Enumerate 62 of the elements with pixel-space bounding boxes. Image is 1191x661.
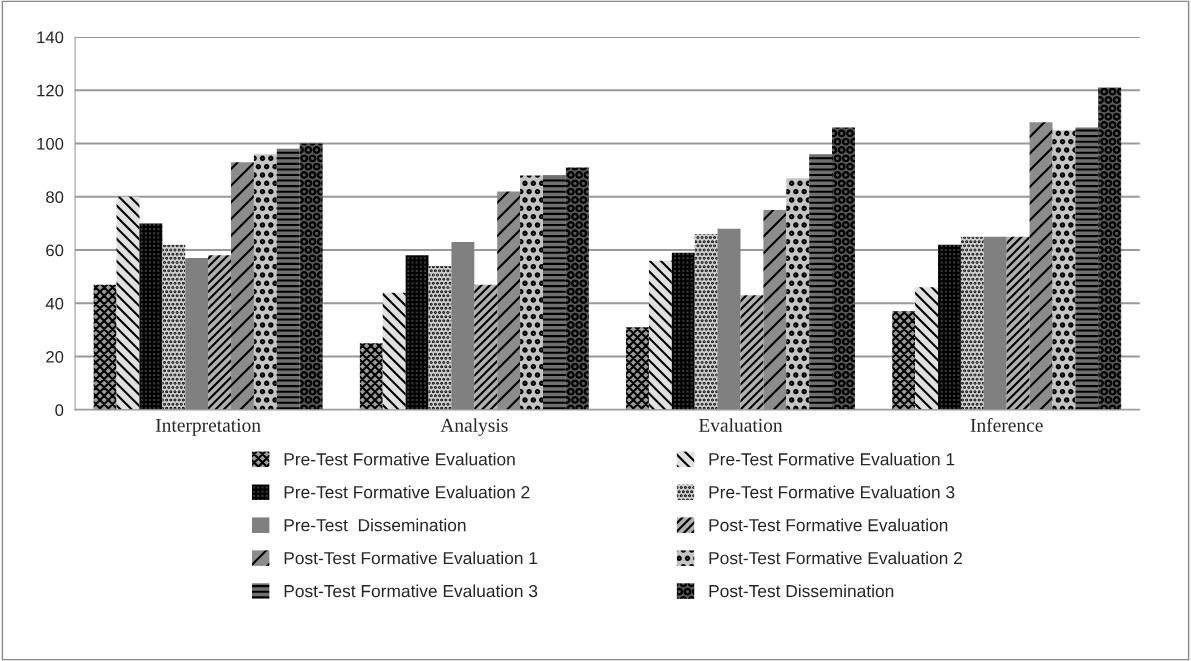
bar: [116, 196, 140, 410]
bar: [694, 234, 718, 410]
y-tick-label: 100: [37, 137, 64, 150]
legend-label: Post-Test Dissemination: [709, 584, 894, 598]
bar: [983, 236, 1007, 410]
bar: [809, 154, 833, 410]
bar: [1075, 127, 1099, 410]
x-tick-label: Evaluation: [698, 418, 783, 432]
y-tick-label: 0: [55, 404, 64, 417]
legend-label: Post-Test Formative Evaluation: [709, 518, 948, 532]
legend-label: Pre-Test Formative Evaluation 1: [709, 452, 955, 466]
bar: [382, 292, 406, 410]
bar: [276, 148, 300, 410]
bar: [474, 284, 498, 410]
bar: [892, 311, 916, 410]
bar: [832, 127, 855, 410]
bar: [162, 244, 186, 410]
bar: [542, 175, 566, 410]
bar: [253, 154, 277, 410]
legend-label: Pre-Test Dissemination: [284, 518, 466, 532]
bar: [520, 175, 543, 410]
bar: [626, 327, 649, 410]
bar: [497, 191, 521, 410]
bar: [786, 178, 810, 410]
legend-label: Post-Test Formative Evaluation 2: [709, 551, 962, 565]
bar: [1029, 122, 1053, 410]
bar: [451, 242, 475, 410]
bar: [671, 252, 695, 410]
legend-label: Pre-Test Formative Evaluation: [284, 452, 515, 466]
legend-label: Post-Test Formative Evaluation 3: [284, 584, 538, 598]
bar: [648, 260, 672, 410]
legend-label: Post-Test Formative Evaluation 1: [284, 551, 538, 565]
legend-label: Pre-Test Formative Evaluation 2: [284, 485, 530, 499]
bar: [960, 236, 984, 410]
bar: [231, 162, 254, 410]
bar: [938, 244, 961, 410]
y-tick-label: 80: [46, 191, 64, 203]
bar: [428, 266, 452, 410]
bar: [1006, 236, 1030, 410]
y-tick-label: 40: [45, 297, 64, 310]
bar: [740, 295, 764, 410]
y-tick-label: 60: [46, 244, 64, 257]
bar: [299, 143, 323, 410]
y-tick-label: 140: [37, 31, 64, 44]
legend-label: Pre-Test Formative Evaluation 3: [709, 485, 955, 499]
bar: [93, 284, 117, 410]
bar: [565, 167, 589, 410]
bar: [1098, 87, 1122, 410]
bar: [185, 258, 209, 410]
y-tick-label: 120: [37, 84, 64, 97]
bar: [717, 228, 741, 410]
bar: [1052, 130, 1076, 410]
x-tick-label: Inference: [970, 417, 1043, 432]
x-tick-label: Interpretation: [155, 418, 261, 436]
bar: [405, 255, 429, 410]
y-tick-label: 20: [46, 350, 64, 363]
bar: [139, 223, 163, 410]
bar: [763, 210, 787, 410]
bar: [915, 287, 939, 410]
bar: [208, 255, 232, 410]
bar: [359, 343, 383, 410]
x-tick-label: Analysis: [440, 418, 508, 436]
